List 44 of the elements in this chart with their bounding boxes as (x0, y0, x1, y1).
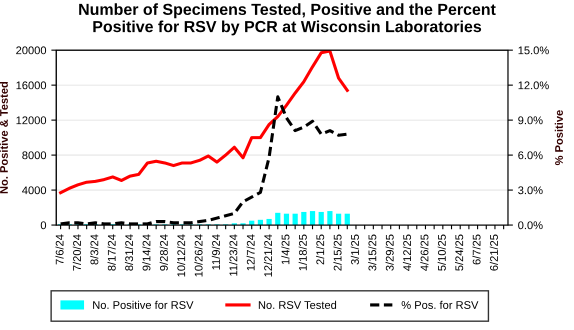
legend-label: No. Positive for RSV (93, 300, 194, 309)
legend-label: % Pos. for RSV (402, 300, 478, 309)
y2-tick-label: 12.0% (518, 81, 549, 90)
y-axis-title: No. Positive & Tested (0, 82, 8, 194)
x-tick-label: 3/15/25 (368, 234, 376, 271)
x-tick-label: 11/23/24 (229, 234, 238, 276)
x-tick-label: 1/4/25 (281, 234, 290, 264)
x-tick-label: 4/26/25 (420, 234, 428, 271)
x-tick-label: 10/12/24 (177, 234, 186, 276)
y2-axis-title: % Positive (554, 110, 563, 166)
legend-label: No. RSV Tested (258, 300, 336, 309)
y2-tick-label: 3.0% (518, 186, 543, 194)
x-tick-label: 1/18/25 (298, 234, 307, 270)
x-tick-label: 11/9/24 (212, 234, 220, 270)
x-tick-label: 8/17/24 (108, 234, 116, 271)
x-tick-label: 7/6/24 (55, 234, 64, 264)
x-tick-label: 6/7/25 (472, 234, 481, 264)
x-tick-label: 9/14/24 (142, 234, 150, 271)
x-tick-label: 5/10/25 (438, 234, 446, 271)
y-tick-label: 0 (40, 221, 46, 230)
x-tick-label: 8/31/24 (124, 234, 134, 271)
x-tick-label: 10/26/24 (194, 234, 203, 276)
x-tick-label: 3/1/25 (350, 234, 359, 265)
x-tick-label: 8/3/24 (90, 234, 98, 264)
y-tick-label: 8000 (22, 151, 46, 160)
y2-tick-label: 9.0% (518, 116, 543, 124)
x-tick-label: 9/28/24 (160, 234, 168, 271)
y2-tick-label: 6.0% (518, 151, 543, 160)
y-tick-label: 20000 (16, 46, 46, 54)
x-tick-label: 4/12/25 (402, 234, 412, 271)
y-tick-label: 4000 (22, 186, 46, 194)
chart-title: Number of Specimens Tested, Positive and the Percent Positive for RSV by PCR at Wisconsin Laboratories (79, 3, 496, 36)
y-tick-label: 16000 (16, 81, 46, 90)
y2-tick-label: 0.0% (518, 221, 543, 230)
x-tick-label: 12/21/24 (264, 234, 272, 276)
x-tick-label: 2/1/25 (316, 234, 324, 264)
x-tick-label: 7/20/24 (72, 234, 81, 271)
x-tick-label: 6/21/25 (490, 234, 498, 271)
x-tick-label: 3/29/25 (386, 234, 394, 271)
y2-tick-label: 15.0% (518, 46, 549, 54)
x-tick-label: 12/7/24 (246, 234, 255, 270)
x-tick-label: 5/24/25 (455, 234, 464, 271)
x-tick-label: 2/15/25 (333, 234, 342, 271)
y-tick-label: 12000 (16, 116, 46, 124)
